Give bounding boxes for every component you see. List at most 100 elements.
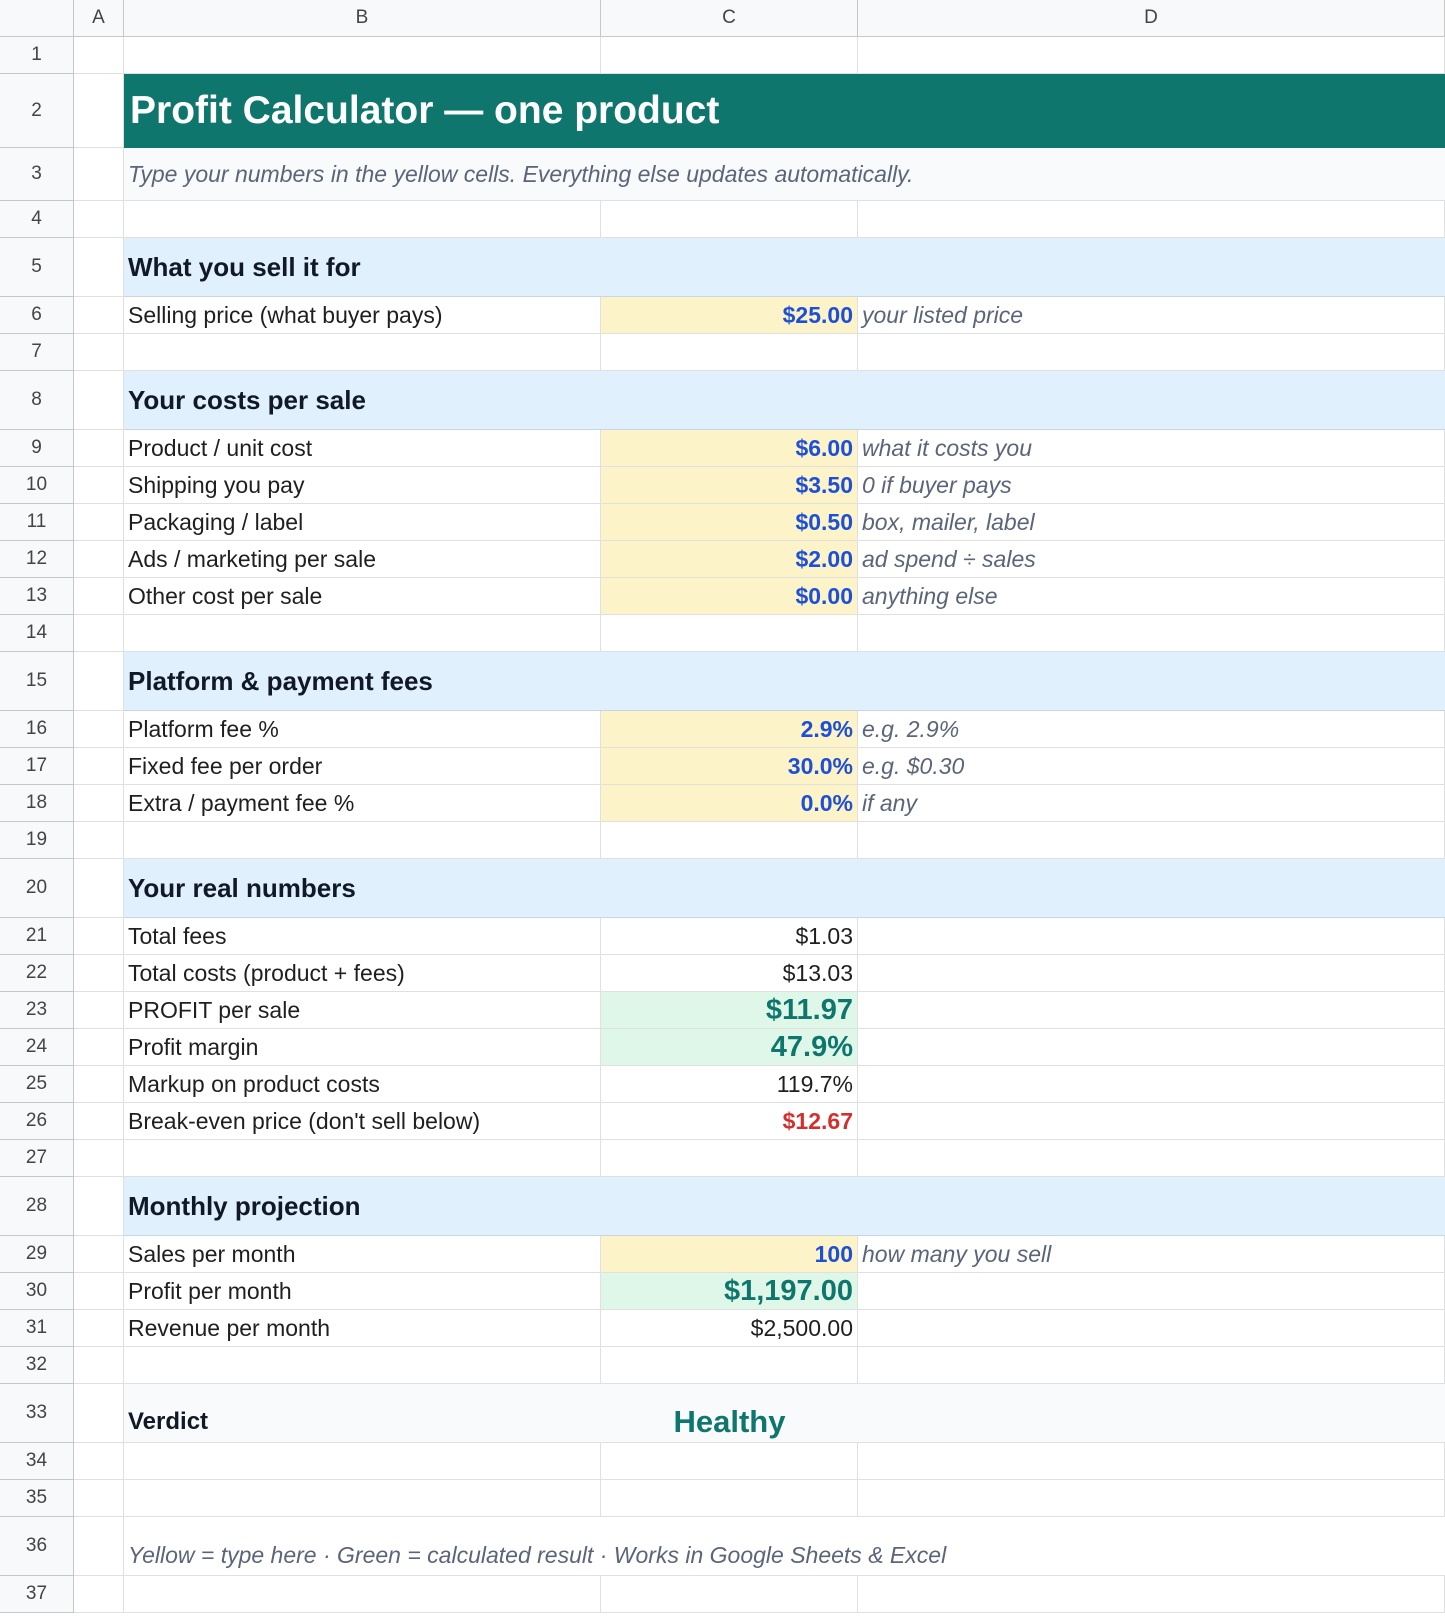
sheet-subtitle[interactable]: Type your numbers in the yellow cells. E… (124, 148, 1445, 201)
cell[interactable] (74, 1236, 124, 1273)
section-header-real[interactable]: Your real numbers (124, 859, 1445, 918)
cell[interactable] (858, 1384, 1445, 1443)
selling-price-note[interactable]: your listed price (858, 297, 1445, 334)
selling-price-input[interactable]: $25.00 (601, 297, 858, 334)
cell[interactable] (74, 37, 124, 74)
row-header[interactable]: 25 (0, 1066, 74, 1103)
cell[interactable] (124, 37, 601, 74)
cell[interactable] (74, 467, 124, 504)
cell[interactable] (74, 711, 124, 748)
cell[interactable] (74, 430, 124, 467)
cell[interactable] (74, 74, 124, 148)
cell[interactable] (74, 1480, 124, 1517)
row-header[interactable]: 29 (0, 1236, 74, 1273)
cell[interactable] (124, 201, 601, 238)
cell[interactable] (74, 1140, 124, 1177)
break-even-value[interactable]: $12.67 (601, 1103, 858, 1140)
fee-input[interactable]: 0.0% (601, 785, 858, 822)
row-header[interactable]: 10 (0, 467, 74, 504)
cell[interactable] (858, 1029, 1445, 1066)
row-header[interactable]: 30 (0, 1273, 74, 1310)
markup-value[interactable]: 119.7% (601, 1066, 858, 1103)
section-header-monthly[interactable]: Monthly projection (124, 1177, 1445, 1236)
cost-input[interactable]: $0.00 (601, 578, 858, 615)
profit-margin-value[interactable]: 47.9% (601, 1029, 858, 1066)
row-header[interactable]: 13 (0, 578, 74, 615)
cell[interactable] (858, 37, 1445, 74)
column-header-c[interactable]: C (601, 0, 858, 37)
cell[interactable] (74, 148, 124, 201)
cell[interactable] (124, 615, 601, 652)
cell[interactable] (74, 992, 124, 1029)
cost-label[interactable]: Packaging / label (124, 504, 601, 541)
row-header[interactable]: 31 (0, 1310, 74, 1347)
cost-input[interactable]: $6.00 (601, 430, 858, 467)
row-header[interactable]: 8 (0, 371, 74, 430)
cell[interactable] (858, 1347, 1445, 1384)
fee-label[interactable]: Extra / payment fee % (124, 785, 601, 822)
cell[interactable] (601, 822, 858, 859)
row-header[interactable]: 1 (0, 37, 74, 74)
monthly-label[interactable]: Revenue per month (124, 1310, 601, 1347)
cell[interactable] (74, 504, 124, 541)
cell[interactable] (601, 1480, 858, 1517)
cost-note[interactable]: anything else (858, 578, 1445, 615)
sales-per-month-note[interactable]: how many you sell (858, 1236, 1445, 1273)
cost-label[interactable]: Ads / marketing per sale (124, 541, 601, 578)
column-header-a[interactable]: A (74, 0, 124, 37)
cell[interactable] (601, 615, 858, 652)
cell[interactable] (74, 1310, 124, 1347)
row-header[interactable]: 2 (0, 74, 74, 148)
row-header[interactable]: 15 (0, 652, 74, 711)
cell[interactable] (124, 1140, 601, 1177)
row-header[interactable]: 18 (0, 785, 74, 822)
profit-per-sale-value[interactable]: $11.97 (601, 992, 858, 1029)
cell[interactable] (124, 1576, 601, 1613)
row-header[interactable]: 34 (0, 1443, 74, 1480)
cost-input[interactable]: $2.00 (601, 541, 858, 578)
result-label[interactable]: Total fees (124, 918, 601, 955)
select-all-corner[interactable] (0, 0, 74, 37)
cell[interactable] (858, 1310, 1445, 1347)
row-header[interactable]: 20 (0, 859, 74, 918)
cell[interactable] (858, 918, 1445, 955)
cell[interactable] (74, 1273, 124, 1310)
cell[interactable] (858, 1066, 1445, 1103)
total-fees-value[interactable]: $1.03 (601, 918, 858, 955)
cell[interactable] (74, 1029, 124, 1066)
cell[interactable] (74, 1443, 124, 1480)
result-label[interactable]: PROFIT per sale (124, 992, 601, 1029)
row-header[interactable]: 26 (0, 1103, 74, 1140)
row-header[interactable]: 6 (0, 297, 74, 334)
cell[interactable] (124, 1480, 601, 1517)
cell[interactable] (858, 1273, 1445, 1310)
result-label[interactable]: Total costs (product + fees) (124, 955, 601, 992)
row-header[interactable]: 4 (0, 201, 74, 238)
fee-input[interactable]: 2.9% (601, 711, 858, 748)
cell[interactable] (601, 1576, 858, 1613)
sheet-title[interactable]: Profit Calculator — one product (124, 74, 1445, 148)
cell[interactable] (74, 201, 124, 238)
cell[interactable] (74, 1576, 124, 1613)
section-header-costs[interactable]: Your costs per sale (124, 371, 1445, 430)
cell[interactable] (74, 918, 124, 955)
cost-label[interactable]: Shipping you pay (124, 467, 601, 504)
cell[interactable] (124, 1443, 601, 1480)
row-header[interactable]: 16 (0, 711, 74, 748)
cost-note[interactable]: what it costs you (858, 430, 1445, 467)
row-header[interactable]: 12 (0, 541, 74, 578)
cell[interactable] (858, 822, 1445, 859)
column-header-b[interactable]: B (124, 0, 601, 37)
cell[interactable] (601, 1347, 858, 1384)
cell[interactable] (74, 1347, 124, 1384)
cost-label[interactable]: Product / unit cost (124, 430, 601, 467)
section-header-fees[interactable]: Platform & payment fees (124, 652, 1445, 711)
cell[interactable] (74, 1517, 124, 1576)
cell[interactable] (74, 297, 124, 334)
cell[interactable] (74, 822, 124, 859)
cell[interactable] (74, 371, 124, 430)
cell[interactable] (74, 1103, 124, 1140)
sales-per-month-input[interactable]: 100 (601, 1236, 858, 1273)
row-header[interactable]: 7 (0, 334, 74, 371)
cell[interactable] (74, 785, 124, 822)
